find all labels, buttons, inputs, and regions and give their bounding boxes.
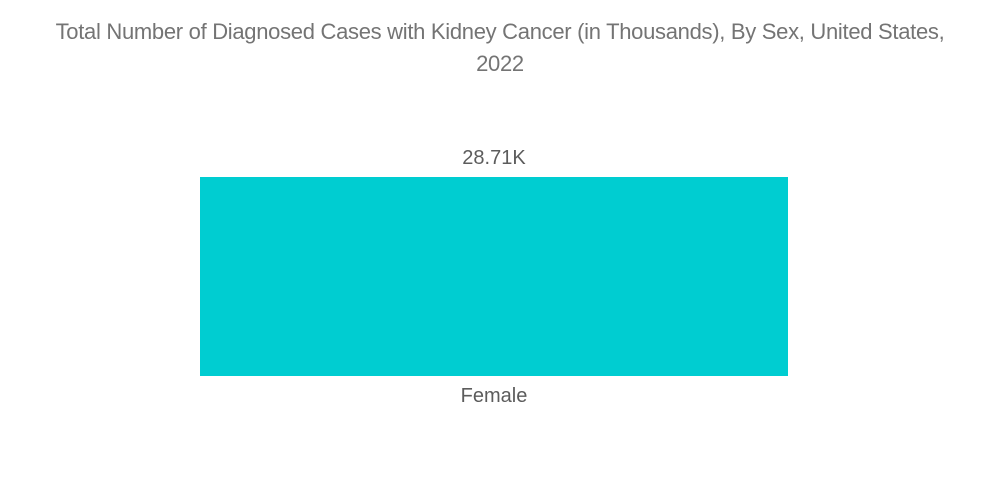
bar-female[interactable] [200, 177, 788, 376]
bar-value-label: 28.71K [462, 147, 526, 169]
chart-title-line2: 2022 [476, 51, 524, 76]
category-label-female: Female [460, 385, 528, 407]
chart-title: Total Number of Diagnosed Cases with Kid… [0, 16, 1000, 80]
chart-title-line1: Total Number of Diagnosed Cases with Kid… [55, 19, 945, 44]
